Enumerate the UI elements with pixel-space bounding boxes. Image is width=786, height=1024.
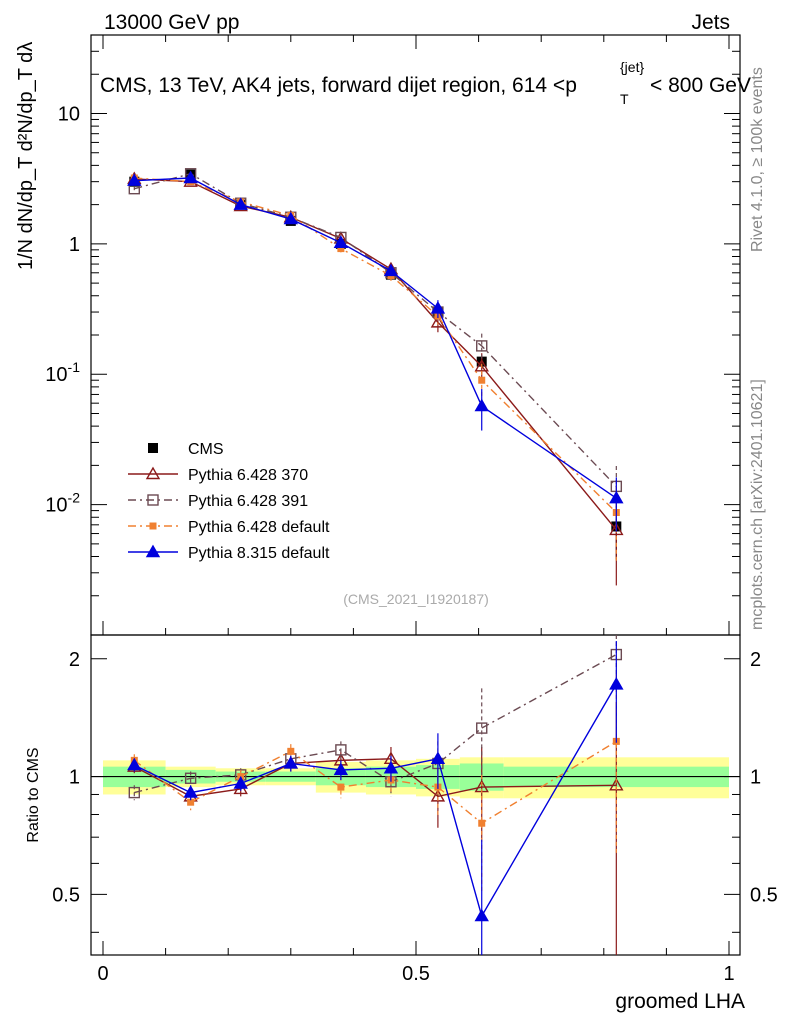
ratio-point-p8 — [127, 757, 142, 771]
ratio-point-pdef — [478, 819, 486, 827]
ratio-line-p8 — [133, 684, 617, 918]
ratio-plot-layer — [91, 635, 740, 955]
data-point-pdef — [337, 245, 345, 253]
title-main: CMS, 13 TeV, AK4 jets, forward dijet reg… — [100, 74, 577, 97]
ratio-tick-label-left: 1 — [69, 767, 80, 789]
legend-label-cms: CMS — [188, 441, 224, 458]
legend-marker-p391 — [147, 494, 159, 506]
legend-marker-p370 — [145, 466, 161, 480]
data-point-p8 — [233, 197, 248, 210]
ratio-point-pdef — [337, 783, 345, 791]
axis-ticks-layer: 0 0.5 1 10-2 10-1 1 10 0.5 0.5 1 1 2 2 — [45, 34, 778, 985]
legend-label-pdef: Pythia 6.428 default — [188, 519, 330, 536]
ratio-ylabel: Ratio to CMS — [25, 747, 42, 842]
data-point-p8 — [430, 300, 446, 314]
plot-title: CMS, 13 TeV, AK4 jets, forward dijet reg… — [100, 59, 751, 107]
beam-label: 13000 GeV pp — [104, 11, 239, 34]
ratio-point-p391 — [335, 744, 347, 756]
ratio-point-p8 — [609, 676, 624, 690]
x-tick-label: 1 — [723, 963, 734, 985]
data-point-p8 — [474, 398, 489, 412]
mcplots-label: mcplots.cern.ch [arXiv:2401.10621] — [749, 379, 766, 630]
ratio-point-p391 — [128, 786, 141, 799]
ratio-point-pdef — [187, 798, 195, 806]
data-point-p391 — [476, 340, 488, 352]
ratio-line-pdef — [133, 740, 617, 825]
rivet-version: Rivet 4.1.0, ≥ 100k events — [749, 67, 766, 252]
ratio-point-p391 — [184, 772, 197, 784]
legend-marker-p8 — [145, 544, 161, 558]
data-point-p370 — [474, 358, 489, 372]
legend-label-p391: Pythia 6.428 391 — [188, 493, 308, 510]
ratio-tick-label-right: 0.5 — [750, 884, 778, 906]
data-point-p8 — [333, 235, 349, 248]
title-end: < 800 GeV — [650, 74, 751, 97]
ratio-point-p8 — [474, 908, 489, 922]
data-point-p8 — [127, 173, 142, 186]
ratio-tick-label-right: 1 — [750, 767, 761, 789]
ratio-point-p391 — [476, 722, 488, 734]
y-tick-label: 10-1 — [45, 359, 80, 386]
data-point-p8 — [283, 211, 299, 225]
upper-plot-layer — [127, 168, 624, 586]
legend-label-p370: Pythia 6.428 370 — [188, 467, 308, 484]
ratio-point-p8 — [383, 760, 399, 774]
legend-marker-pdef — [149, 522, 157, 530]
legend: CMS Pythia 6.428 370 Pythia 6.428 391 Pythi… — [128, 441, 330, 562]
data-point-p8 — [183, 170, 198, 184]
ratio-point-p8 — [233, 776, 248, 789]
data-point-p370 — [609, 522, 624, 536]
ratio-point-p8 — [183, 785, 198, 798]
ratio-tick-label-right: 2 — [750, 649, 761, 671]
data-point-p8 — [383, 263, 399, 277]
title-subscript: T — [620, 91, 629, 107]
y-tick-label: 1 — [69, 234, 80, 256]
ratio-point-pdef — [287, 747, 295, 755]
title-superscript: {jet} — [620, 59, 644, 75]
analysis-id: (CMS_2021_I1920187) — [343, 591, 489, 607]
x-tick-label: 0 — [97, 963, 108, 985]
y-tick-label: 10 — [58, 103, 80, 125]
data-point-p8 — [609, 490, 624, 504]
ratio-point-p8 — [333, 762, 349, 776]
x-axis-label: groomed LHA — [615, 990, 745, 1013]
legend-marker-cms — [148, 443, 158, 453]
data-point-p370 — [430, 314, 446, 328]
group-label: Jets — [691, 11, 730, 34]
series-line-p391 — [134, 173, 617, 487]
ratio-point-p8 — [430, 751, 446, 765]
ratio-tick-label-left: 0.5 — [52, 884, 80, 906]
y-tick-label: 10-2 — [45, 490, 80, 517]
ratio-point-p8 — [283, 756, 299, 769]
x-tick-label: 0.5 — [402, 963, 430, 985]
data-point-pdef — [478, 376, 486, 384]
ratio-tick-label-left: 2 — [69, 649, 80, 671]
legend-label-p8: Pythia 8.315 default — [188, 545, 330, 562]
series-line-pdef — [134, 177, 617, 514]
upper-ylabel: 1/N dN/dp_T d²N/dp_T dλ — [15, 42, 37, 270]
